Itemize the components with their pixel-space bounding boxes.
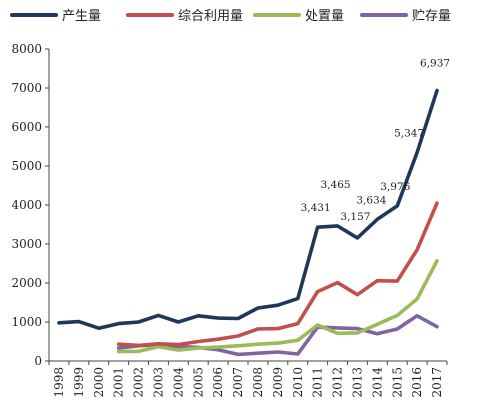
x-tick-label: 1999: [72, 367, 86, 398]
x-tick-label: 2015: [390, 367, 404, 398]
series-layer: [57, 88, 439, 357]
x-tick-label: 2003: [151, 367, 165, 398]
legend: 产生量 综合利用量 处置量 贮存量: [10, 9, 451, 24]
data-label: 5,347: [394, 127, 424, 139]
x-tick-label: 2008: [251, 367, 265, 398]
data-label: 3,157: [340, 211, 370, 223]
series-line-1: [116, 201, 439, 348]
data-label: 3,634: [356, 194, 386, 206]
x-axis: 1998 1999 2000 2001 2002 2003 2004 2005 2006 2007…: [48, 360, 448, 398]
legend-label: 贮存量: [412, 9, 451, 24]
y-tick-label: 3000: [11, 237, 42, 251]
x-tick-label: 2006: [211, 367, 225, 398]
data-label: 3,431: [301, 202, 331, 214]
x-tick-label: 2014: [370, 367, 384, 398]
x-tick-label: 2013: [350, 367, 364, 398]
y-tick-label: 4000: [11, 198, 42, 212]
y-tick-label: 8000: [11, 42, 42, 56]
legend-label: 处置量: [305, 9, 344, 24]
legend-label: 产生量: [62, 9, 101, 24]
y-tick-label: 6000: [11, 120, 42, 134]
series-line-2: [116, 258, 439, 354]
x-tick-label: 2004: [171, 367, 185, 398]
x-tick-label: 2010: [291, 367, 305, 398]
data-label: 6,937: [420, 57, 450, 69]
data-label: 3,976: [380, 181, 410, 193]
x-tick-label: 2001: [112, 367, 126, 398]
x-tick-label: 2017: [430, 367, 444, 398]
x-tick-label: 2012: [331, 367, 345, 398]
x-tick-label: 1998: [52, 367, 66, 398]
x-tick-label: 2002: [132, 367, 146, 398]
series-line-0: [57, 88, 439, 331]
x-tick-label: 2009: [271, 367, 285, 398]
x-tick-label: 2005: [191, 367, 205, 398]
y-tick-label: 1000: [11, 315, 42, 329]
data-label: 3,465: [321, 179, 351, 191]
y-tick-label: 7000: [11, 81, 42, 95]
y-tick-label: 0: [34, 354, 42, 368]
y-tick-label: 5000: [11, 159, 42, 173]
x-tick-label: 2000: [92, 367, 106, 398]
y-axis: 0 1000 2000 3000 4000 5000 6000 7000 8000: [11, 42, 50, 368]
legend-label: 综合利用量: [178, 9, 243, 24]
y-tick-label: 2000: [11, 276, 42, 290]
x-tick-label: 2011: [311, 367, 325, 398]
x-tick-label: 2016: [410, 367, 424, 398]
x-tick-label: 2007: [231, 367, 245, 398]
